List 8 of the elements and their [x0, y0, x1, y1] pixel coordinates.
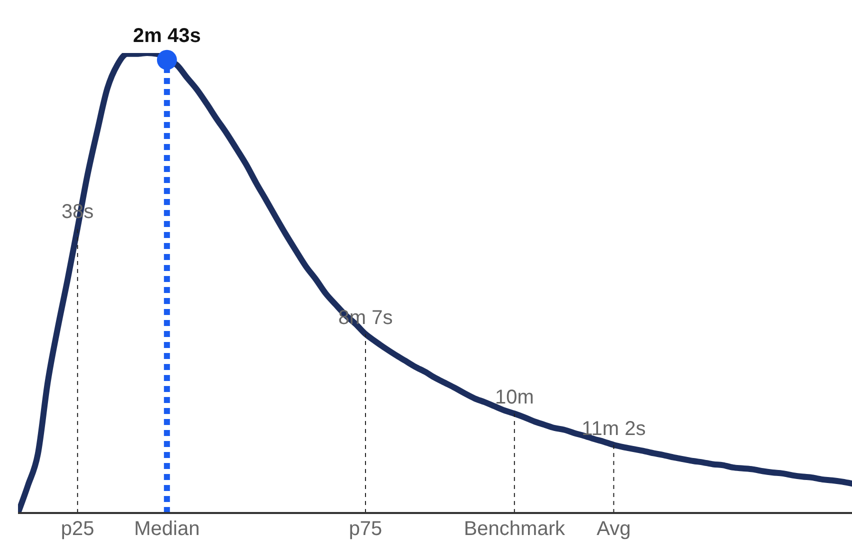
x-tick-label: p25: [60, 518, 94, 540]
ref-line-label: 10m: [494, 386, 534, 409]
ref-line-label: 11m 2s: [582, 418, 646, 440]
x-tick-label: p75: [348, 518, 382, 540]
ref-line-label: 2m 43s: [133, 24, 201, 47]
x-tick-label: Median: [134, 518, 200, 540]
x-tick-label: Benchmark: [464, 518, 566, 540]
x-tick-label: Avg: [596, 518, 631, 540]
